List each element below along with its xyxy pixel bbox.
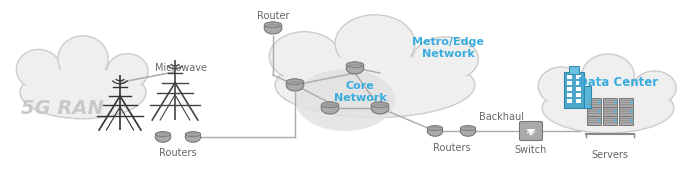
Ellipse shape: [264, 22, 282, 28]
Ellipse shape: [412, 37, 478, 81]
Bar: [587, 116, 601, 125]
Text: Router: Router: [257, 11, 289, 21]
Bar: [619, 107, 633, 116]
Bar: [576, 87, 581, 91]
Ellipse shape: [633, 71, 676, 105]
Bar: [603, 98, 617, 107]
Ellipse shape: [538, 67, 585, 105]
Ellipse shape: [16, 49, 61, 89]
Ellipse shape: [107, 54, 148, 89]
Ellipse shape: [264, 22, 282, 34]
Bar: [619, 116, 633, 125]
Bar: [567, 93, 572, 97]
Text: Data Center: Data Center: [578, 75, 658, 89]
Ellipse shape: [186, 132, 201, 142]
Ellipse shape: [427, 126, 443, 136]
Text: Metro/Edge
Network: Metro/Edge Network: [412, 37, 484, 59]
Bar: [567, 81, 572, 85]
Text: Routers: Routers: [159, 148, 197, 158]
Text: Switch: Switch: [515, 145, 547, 155]
Bar: [567, 99, 572, 103]
Bar: [569, 66, 579, 74]
Ellipse shape: [346, 62, 364, 68]
Text: Routers: Routers: [433, 143, 471, 153]
Bar: [567, 87, 572, 91]
Text: 5G RAN: 5G RAN: [21, 98, 103, 117]
Ellipse shape: [427, 126, 443, 131]
Ellipse shape: [20, 66, 146, 119]
Bar: [587, 107, 601, 116]
Ellipse shape: [546, 85, 670, 127]
Ellipse shape: [275, 52, 475, 117]
Ellipse shape: [186, 132, 201, 137]
Ellipse shape: [582, 54, 634, 98]
Ellipse shape: [335, 15, 415, 72]
Ellipse shape: [269, 32, 340, 81]
Ellipse shape: [295, 69, 395, 131]
Bar: [576, 99, 581, 103]
Bar: [584, 86, 591, 108]
Bar: [619, 98, 633, 107]
Ellipse shape: [281, 55, 469, 110]
Text: Servers: Servers: [592, 150, 629, 160]
Bar: [587, 98, 601, 107]
FancyBboxPatch shape: [519, 121, 543, 140]
Ellipse shape: [286, 79, 304, 91]
Ellipse shape: [371, 102, 389, 108]
Bar: [576, 93, 581, 97]
Ellipse shape: [346, 62, 364, 74]
Ellipse shape: [155, 132, 171, 137]
Ellipse shape: [542, 83, 674, 133]
Bar: [567, 75, 572, 79]
Bar: [603, 116, 617, 125]
Bar: [576, 75, 581, 79]
Ellipse shape: [371, 102, 389, 114]
Text: Core
Network: Core Network: [334, 81, 386, 103]
Bar: [603, 107, 617, 116]
Ellipse shape: [24, 68, 142, 112]
Bar: [576, 81, 581, 85]
Ellipse shape: [460, 126, 475, 136]
Text: Backhaul: Backhaul: [479, 112, 525, 122]
Ellipse shape: [321, 102, 339, 114]
Ellipse shape: [286, 79, 304, 85]
Text: Microwave: Microwave: [155, 63, 207, 73]
Bar: [564, 72, 584, 108]
Ellipse shape: [460, 126, 475, 131]
Ellipse shape: [155, 132, 171, 142]
Ellipse shape: [321, 102, 339, 108]
Ellipse shape: [58, 36, 108, 82]
